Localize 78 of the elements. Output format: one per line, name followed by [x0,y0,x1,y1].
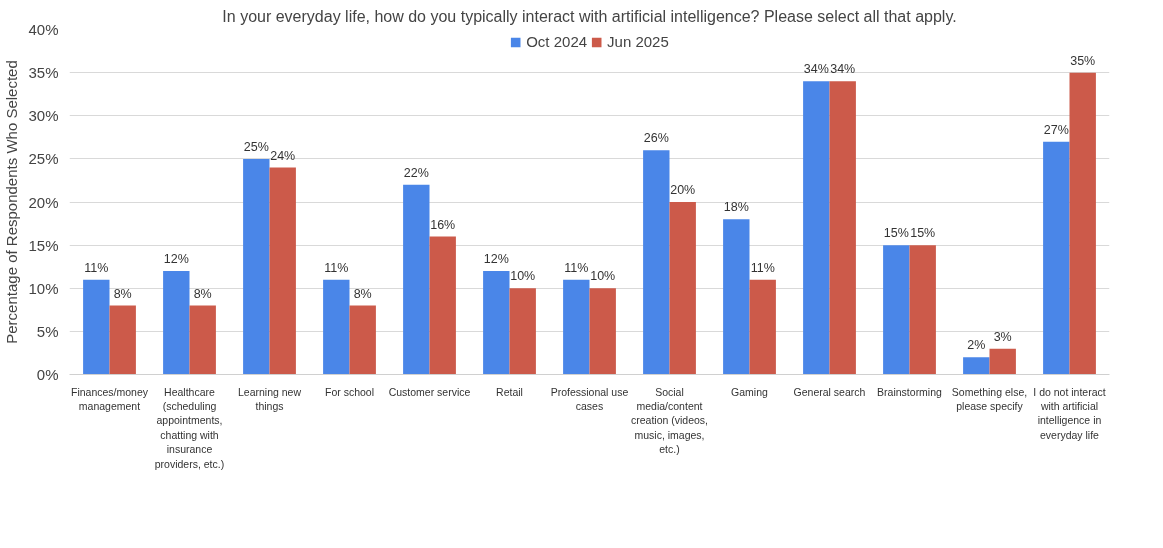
data-label: 27% [1043,122,1069,137]
y-tick-label: 20% [28,193,59,211]
bar [883,245,910,375]
bar [909,245,936,375]
bar [323,279,350,375]
bar [269,167,296,375]
bar [349,305,376,375]
bar [429,236,456,375]
legend-label: Oct 2024 [526,33,588,50]
bar [1043,141,1070,375]
bar [989,348,1016,375]
bar [669,202,696,375]
bar [803,81,830,375]
data-label: 12% [483,252,509,266]
chart-title: In your everyday life, how do you typically interact with artificial intelligence? Please select all that apply. [222,7,957,25]
x-tick-label: Gaming [731,385,769,398]
y-tick-label: 30% [28,107,59,125]
bar [749,279,776,375]
data-label: 8% [193,286,212,301]
y-tick-label: 15% [28,236,59,254]
bar [829,81,856,375]
y-tick-label: 25% [28,150,59,168]
x-tick-label: Retail [496,385,523,398]
bar [189,305,216,375]
y-tick-label: 10% [28,279,59,297]
data-label: 10% [510,269,536,284]
y-tick-label: 35% [28,64,59,82]
data-label: 10% [590,269,616,284]
data-label: 34% [803,62,829,77]
bar [963,357,990,375]
data-label: 20% [670,183,696,197]
data-label: 11% [750,260,775,275]
bar [109,305,136,375]
bar [589,288,616,375]
data-label: 25% [243,139,269,154]
bar [83,279,110,375]
data-label: 22% [403,165,429,180]
x-tick-label: For school [324,385,375,398]
x-tick-label: Customer service [388,385,471,398]
bar [723,219,750,375]
legend-label: Jun 2025 [607,33,669,50]
bar [483,271,510,375]
x-tick-label: Professional use cases [550,385,629,412]
x-tick-label: I do not interact with artificial intelligence in everyday life [1033,385,1106,441]
y-tick-label: 5% [36,322,59,340]
x-tick-label: Healthcare (scheduling appointments, chatting with insurance providers, etc.) [154,385,225,470]
data-label: 16% [430,217,456,232]
y-tick-label: 40% [28,21,59,38]
data-label: 11% [324,260,349,275]
x-tick-label: General search [793,385,866,398]
x-tick-label: Learning new things [237,385,302,412]
x-tick-label: Social media/content creation (videos, music, images, etc.) [630,385,709,456]
data-label: 35% [1070,53,1096,68]
data-label: 11% [84,260,109,275]
data-label: 12% [163,252,189,266]
data-label: 3% [993,329,1012,344]
data-label: 2% [967,338,986,353]
bar [403,184,430,375]
data-label: 8% [113,286,132,301]
data-label: 34% [830,62,856,77]
bar [243,158,270,375]
data-label: 8% [353,286,372,301]
bar [643,150,670,375]
bar [563,279,590,375]
data-label: 24% [270,148,296,163]
y-tick-label: 0% [36,366,59,383]
data-label: 15% [910,226,936,241]
data-label: 11% [564,260,589,275]
y-axis-title: Percentage of Respondents Who Selected [3,60,21,344]
bar [163,271,190,375]
data-label: 15% [883,226,909,241]
x-tick-label: Finances/money management [70,385,149,412]
x-tick-label: Brainstorming [877,385,943,398]
bar [509,288,536,375]
data-label: 18% [723,200,749,215]
bar [1069,72,1096,375]
x-tick-label: Something else, please specify [951,385,1028,412]
data-label: 26% [643,131,669,146]
